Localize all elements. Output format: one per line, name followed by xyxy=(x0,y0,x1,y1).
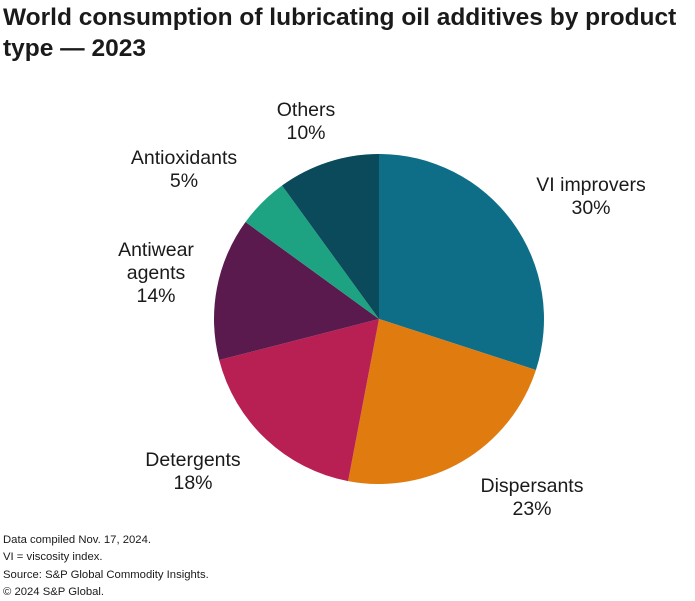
pie-slices xyxy=(213,154,544,485)
label-antioxidants: Antioxidants 5% xyxy=(131,147,237,192)
value-label: 18% xyxy=(173,472,212,494)
value-label: 30% xyxy=(571,197,610,219)
label-detergents: Detergents 18% xyxy=(145,449,241,494)
footnotes: Data compiled Nov. 17, 2024. VI = viscos… xyxy=(3,532,209,601)
slice-dispersants xyxy=(348,319,536,485)
label-others: Others 10% xyxy=(277,99,336,144)
footnote-source: Source: S&P Global Commodity Insights. xyxy=(3,568,209,581)
value-label: 5% xyxy=(170,170,198,192)
slice-vi-improvers xyxy=(379,154,544,370)
label-vi-improvers: VI improvers 30% xyxy=(536,174,646,219)
pie-labels: VI improvers 30% Dispersants 23% Detergents 1… xyxy=(118,99,646,520)
footnote-copyright: © 2024 S&P Global. xyxy=(3,585,105,598)
slice-antiwear-agents xyxy=(213,222,379,361)
value-label: 23% xyxy=(512,498,551,520)
label-antiwear-agents: Antiwear agents 14% xyxy=(118,239,194,307)
chart-title: World consumption of lubricating oil add… xyxy=(3,4,677,62)
footnote-date: Data compiled Nov. 17, 2024. xyxy=(3,534,151,546)
label-dispersants: Dispersants 23% xyxy=(481,475,584,520)
value-label: 10% xyxy=(286,122,325,144)
slice-antioxidants xyxy=(245,185,379,319)
value-label: 14% xyxy=(136,285,175,307)
slice-others xyxy=(282,154,379,319)
slice-detergents xyxy=(219,319,379,482)
footnote-abbreviation: VI = viscosity index. xyxy=(3,551,103,564)
